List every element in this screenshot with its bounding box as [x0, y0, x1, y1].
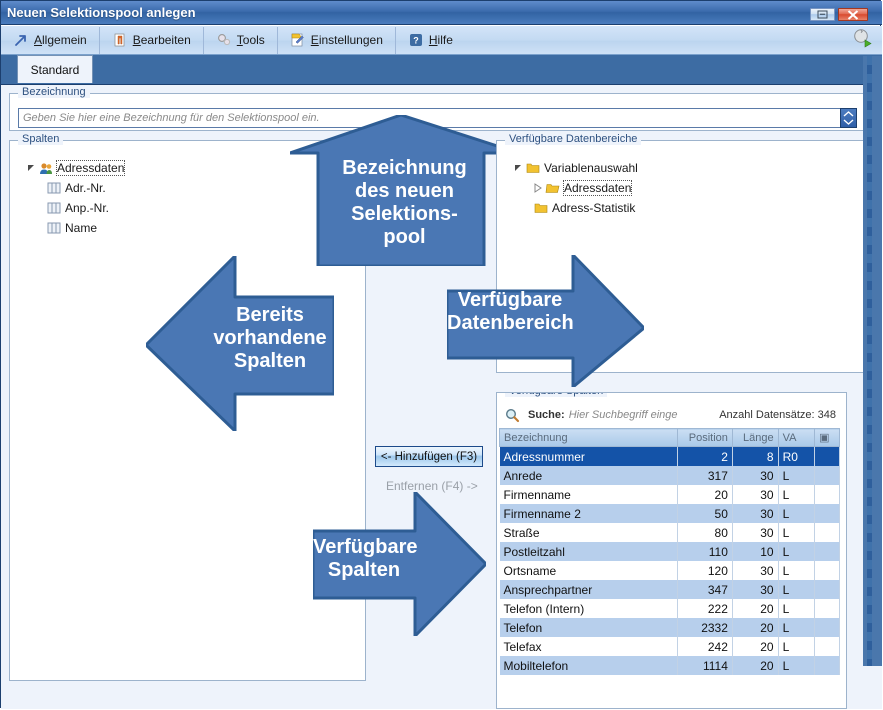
svg-text:?: ? — [413, 36, 419, 46]
